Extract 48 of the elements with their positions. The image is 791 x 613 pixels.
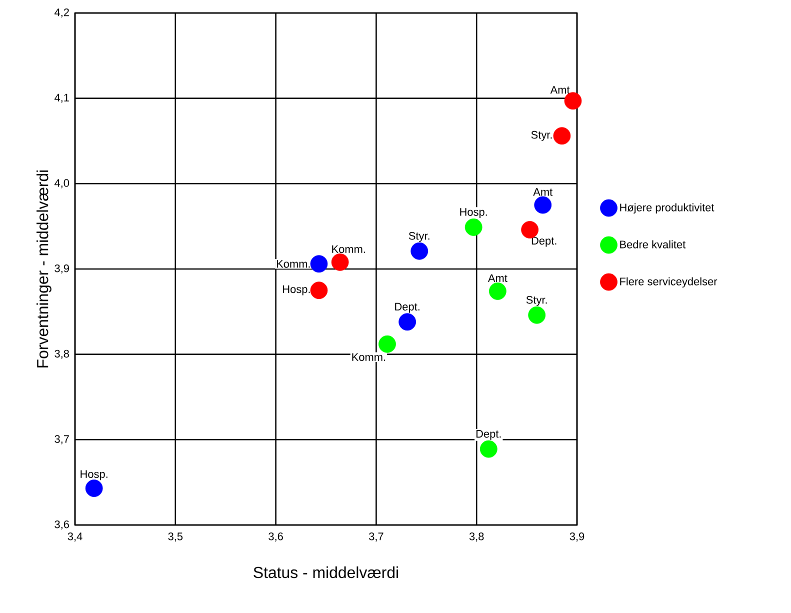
point: [310, 282, 328, 300]
annotation: Amt: [550, 86, 570, 94]
annotation: Amt: [533, 188, 553, 196]
y-tick-label: 3,6: [54, 520, 69, 530]
point: [410, 242, 428, 260]
annotation: Styr.: [531, 130, 552, 141]
annotation: Dept.: [532, 236, 556, 247]
x-tick-label: 3,6: [268, 532, 283, 542]
point: [521, 221, 539, 238]
annotation: Dept.: [476, 430, 501, 440]
annotation: Hosp.: [283, 285, 310, 296]
legend-label: Bedre kvalitet: [620, 240, 686, 248]
annotation: Hosp.: [80, 470, 108, 480]
y-tick-label: 3,9: [54, 264, 69, 274]
point: [378, 335, 396, 353]
point: [553, 127, 571, 145]
point: [331, 253, 349, 271]
y-tick-label: 4,1: [54, 94, 69, 103]
point: [398, 313, 416, 331]
y-tick-label: 4,2: [54, 8, 69, 18]
point: [85, 480, 103, 498]
annotation: Styr.: [526, 296, 547, 306]
point: [480, 440, 498, 458]
annotation: Komm.: [276, 260, 310, 268]
y-tick-label: 3,7: [54, 435, 69, 444]
point: [464, 218, 482, 236]
point: [534, 196, 552, 214]
x-tick-label: 3,5: [168, 532, 183, 542]
point: [310, 255, 328, 273]
y-tick-label: 4,0: [54, 179, 70, 188]
annotation: Komm.: [332, 245, 365, 253]
point: [564, 92, 582, 110]
annotation: Komm.: [352, 353, 386, 361]
annotation: Styr.: [408, 232, 430, 242]
x-tick-label: 3,9: [570, 532, 584, 542]
annotation: Hosp.: [460, 208, 487, 218]
point: [488, 282, 506, 300]
x-axis-title: Status - middelværdi: [254, 566, 398, 578]
y-tick-label: 3,8: [54, 350, 69, 359]
legend-label: Højere produktivitet: [620, 203, 714, 214]
x-tick-label: 3,7: [369, 532, 384, 542]
x-tick-label: 3,8: [469, 532, 484, 542]
x-tick-label: 3,4: [68, 532, 82, 542]
annotation: Dept.: [395, 302, 420, 313]
annotation: Amt: [488, 274, 508, 282]
legend-label: Flere serviceydelser: [620, 277, 718, 288]
y-axis-title: Forventninger - middelværdi: [36, 170, 52, 368]
point: [528, 306, 546, 324]
